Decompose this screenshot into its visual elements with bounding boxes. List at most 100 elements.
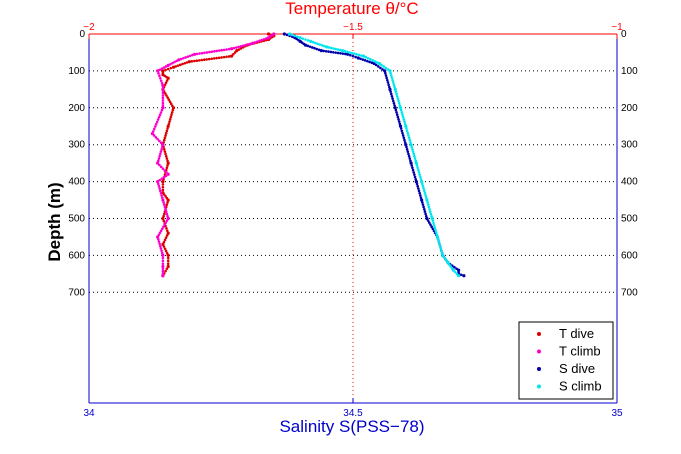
trace-dot	[162, 201, 165, 204]
trace-dot	[157, 72, 160, 75]
trace-dot	[220, 48, 224, 52]
trace-dot	[202, 58, 206, 62]
data-point	[251, 41, 255, 45]
trace-dot	[176, 64, 180, 67]
data-point	[430, 216, 434, 221]
trace-dot	[161, 272, 165, 275]
trace-dot	[430, 225, 433, 228]
trace-dot	[162, 212, 166, 216]
trace-dot	[162, 203, 166, 206]
trace-dot	[395, 94, 399, 98]
trace-dot	[227, 55, 231, 58]
trace-dot	[397, 118, 400, 121]
trace-dot	[429, 212, 433, 216]
trace-dot	[163, 238, 167, 242]
trace-dot	[166, 67, 170, 71]
trace-dot	[285, 33, 289, 37]
trace-dot	[222, 55, 226, 59]
data-point	[166, 161, 170, 165]
trace-dot	[384, 71, 387, 75]
trace-dot	[159, 165, 163, 169]
trace-dot	[395, 92, 398, 96]
trace-dot	[164, 269, 167, 273]
trace-dot	[207, 57, 211, 61]
x-axis-title: Salinity S(PSS−78)	[279, 417, 424, 436]
trace-dot	[327, 46, 331, 49]
trace-dot	[397, 99, 400, 103]
y-tick-label-right: 700	[621, 287, 638, 298]
trace-dot	[316, 42, 319, 46]
trace-dot	[157, 157, 161, 160]
trace-dot	[154, 136, 158, 139]
trace-dot	[350, 51, 354, 55]
trace-dot	[167, 98, 171, 101]
y-tick-label-right: 500	[621, 214, 638, 225]
trace-dot	[306, 39, 310, 42]
trace-dot	[417, 171, 421, 174]
trace-dot	[166, 262, 170, 266]
trace-dot	[401, 113, 404, 117]
data-point	[166, 76, 170, 80]
trace-dot	[341, 52, 345, 55]
data-point	[388, 69, 392, 73]
trace-dot	[166, 256, 170, 260]
data-point	[171, 106, 176, 110]
y-tick-label-right: 600	[621, 250, 638, 261]
trace-dot	[160, 251, 164, 255]
trace-dot	[166, 127, 169, 130]
trace-dot	[439, 247, 443, 250]
trace-dot	[159, 191, 163, 195]
trace-dot	[382, 65, 385, 68]
trace-dot	[366, 59, 369, 63]
trace-dot	[336, 48, 340, 51]
trace-dot	[455, 272, 459, 276]
trace-dot	[414, 177, 418, 181]
trace-dot	[168, 120, 171, 123]
trace-dot	[169, 102, 173, 105]
trace-dot	[386, 68, 390, 71]
trace-dot	[161, 185, 165, 189]
trace-dot	[416, 166, 419, 170]
trace-dot	[395, 113, 399, 117]
trace-dot	[403, 138, 406, 142]
trace-dot	[310, 46, 314, 49]
trace-dot	[334, 47, 337, 51]
trace-dot	[334, 51, 338, 54]
data-point	[161, 242, 165, 246]
data-point	[398, 124, 403, 128]
trace-dot	[427, 205, 431, 209]
data-point	[166, 63, 170, 67]
data-point	[166, 253, 170, 257]
trace-dot	[398, 122, 402, 126]
y-tick-label-right: 200	[621, 103, 638, 114]
trace-dot	[421, 203, 425, 206]
trace-dot	[442, 255, 446, 259]
trace-dot	[160, 108, 164, 112]
trace-dot	[162, 148, 166, 151]
trace-dot	[166, 96, 169, 99]
trace-dot	[402, 118, 406, 121]
data-point	[288, 32, 292, 36]
trace-dot	[296, 35, 299, 39]
data-point	[457, 268, 461, 272]
y-tick-label-right: 0	[621, 29, 627, 40]
trace-dot	[437, 240, 441, 243]
data-point	[166, 172, 170, 176]
legend-marker	[537, 384, 541, 389]
data-point	[420, 180, 424, 184]
trace-dot	[431, 219, 435, 223]
trace-dot	[418, 191, 421, 195]
trace-dot	[355, 52, 358, 56]
trace-dot	[161, 99, 165, 102]
trace-dot	[389, 74, 393, 77]
trace-dot	[241, 44, 245, 47]
chart-title: Temperature θ/°C	[285, 0, 418, 18]
trace-dot	[208, 50, 211, 54]
data-point	[161, 84, 165, 88]
x-tick-label-top: −1	[611, 22, 623, 33]
trace-dot	[453, 265, 456, 269]
y-tick-label-right: 300	[621, 140, 638, 151]
trace-dot	[428, 210, 432, 213]
trace-dot	[157, 115, 161, 119]
trace-dot	[164, 81, 168, 85]
